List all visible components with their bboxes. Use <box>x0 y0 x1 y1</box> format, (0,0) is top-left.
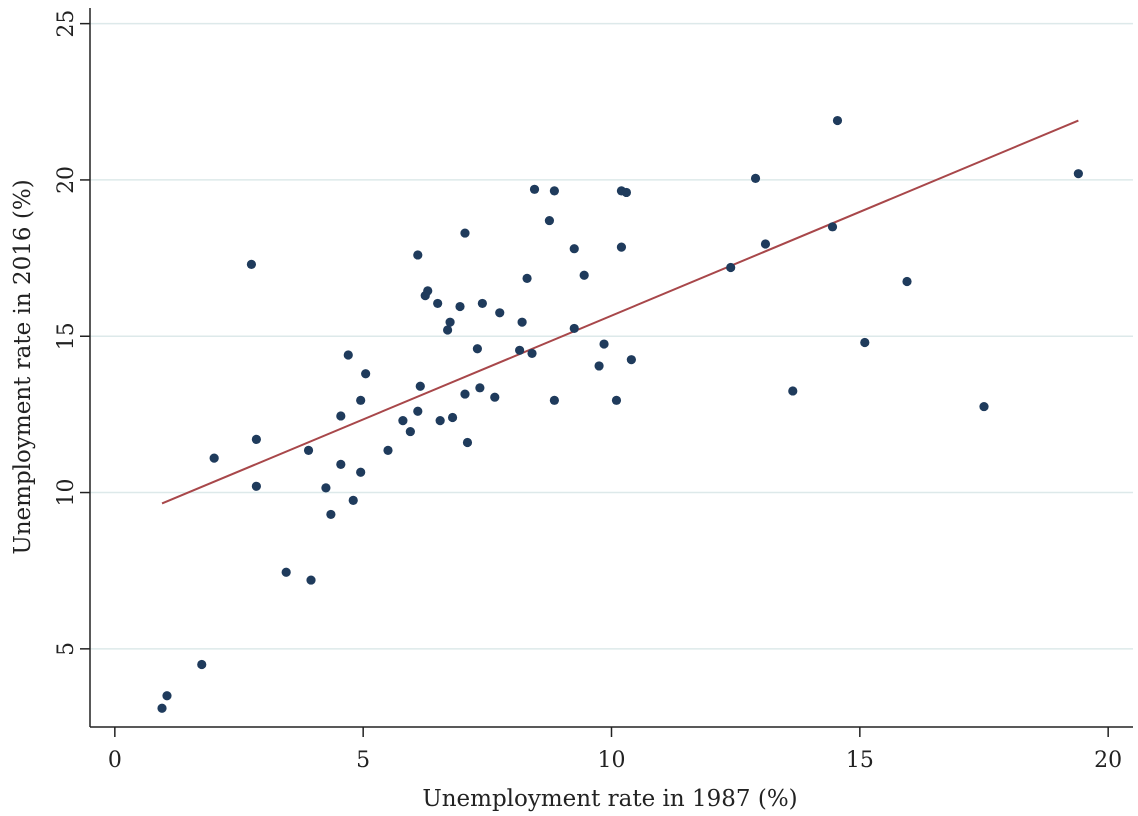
data-point-16 <box>356 395 366 405</box>
data-point-46 <box>544 215 555 226</box>
x-tick-label-5: 5 <box>356 748 370 773</box>
y-tick-label-20: 20 <box>54 166 79 194</box>
data-point-38 <box>477 298 487 309</box>
data-point-34 <box>460 228 470 238</box>
data-point-66 <box>902 276 912 287</box>
data-point-5 <box>251 434 261 444</box>
data-point-53 <box>599 339 609 349</box>
data-point-64 <box>832 115 843 126</box>
fit-line-layer <box>161 119 1079 505</box>
data-point-60 <box>750 173 761 183</box>
data-point-44 <box>527 348 537 359</box>
data-point-59 <box>726 262 736 273</box>
data-point-28 <box>435 416 445 426</box>
fit-line <box>161 119 1079 505</box>
data-point-45 <box>529 184 540 194</box>
data-point-41 <box>515 345 525 355</box>
data-point-1 <box>162 691 172 701</box>
data-point-52 <box>594 361 604 371</box>
data-point-67 <box>979 401 989 412</box>
y-axis-title: Unemployment rate in 2016 (%) <box>10 179 36 554</box>
data-point-61 <box>760 239 771 249</box>
data-point-62 <box>788 386 798 396</box>
x-tick-label-15: 15 <box>846 748 874 773</box>
points-layer <box>157 115 1083 713</box>
grid-lines <box>90 22 1133 650</box>
x-axis-ticks: 0 5 10 15 20 <box>108 727 1122 773</box>
y-axis-ticks: 5 10 15 20 25 <box>54 10 90 656</box>
data-point-4 <box>246 259 257 269</box>
data-point-10 <box>321 483 331 493</box>
data-point-18 <box>361 369 371 379</box>
y-tick-label-5: 5 <box>54 642 79 656</box>
x-axis-title: Unemployment rate in 1987 (%) <box>422 786 797 812</box>
data-point-43 <box>522 273 532 284</box>
data-point-42 <box>517 317 527 327</box>
axes <box>89 8 1133 728</box>
x-tick-label-10: 10 <box>598 748 626 773</box>
y-tick-label-25: 25 <box>54 10 79 38</box>
data-point-39 <box>490 392 500 402</box>
data-point-51 <box>579 270 589 280</box>
data-point-47 <box>549 186 559 196</box>
data-point-20 <box>398 416 408 426</box>
data-point-19 <box>383 445 393 455</box>
data-point-0 <box>157 703 167 713</box>
data-point-58 <box>626 355 636 365</box>
data-point-54 <box>611 395 622 405</box>
data-point-40 <box>495 308 505 318</box>
y-tick-label-10: 10 <box>54 479 79 507</box>
data-point-3 <box>209 453 219 463</box>
data-point-24 <box>415 381 425 391</box>
data-point-13 <box>336 459 346 470</box>
x-tick-label-20: 20 <box>1094 748 1122 773</box>
data-point-36 <box>472 344 482 354</box>
y-tick-label-15: 15 <box>54 322 79 350</box>
data-point-23 <box>413 250 423 260</box>
data-point-12 <box>336 411 346 421</box>
data-point-37 <box>475 383 485 393</box>
data-point-33 <box>460 389 470 399</box>
data-point-14 <box>343 350 353 360</box>
data-point-29 <box>443 325 453 335</box>
data-point-27 <box>433 298 443 309</box>
data-point-48 <box>549 395 559 405</box>
data-point-56 <box>616 242 627 252</box>
data-point-22 <box>413 406 423 416</box>
data-point-32 <box>455 301 465 312</box>
data-point-49 <box>569 244 579 254</box>
data-point-6 <box>251 481 261 491</box>
data-point-26 <box>423 286 433 296</box>
data-point-68 <box>1073 169 1083 179</box>
data-point-31 <box>447 412 458 423</box>
data-point-65 <box>860 337 870 348</box>
data-point-30 <box>445 317 455 327</box>
data-point-8 <box>306 575 316 585</box>
data-point-9 <box>303 445 314 455</box>
data-point-57 <box>621 187 632 198</box>
data-point-2 <box>197 659 207 670</box>
data-point-63 <box>827 222 838 232</box>
data-point-35 <box>462 437 473 448</box>
data-point-11 <box>326 509 336 520</box>
data-point-15 <box>348 495 358 505</box>
data-point-21 <box>405 426 415 437</box>
data-point-17 <box>356 467 366 477</box>
data-point-50 <box>569 323 579 334</box>
data-point-7 <box>281 567 291 577</box>
x-tick-label-0: 0 <box>108 748 122 773</box>
